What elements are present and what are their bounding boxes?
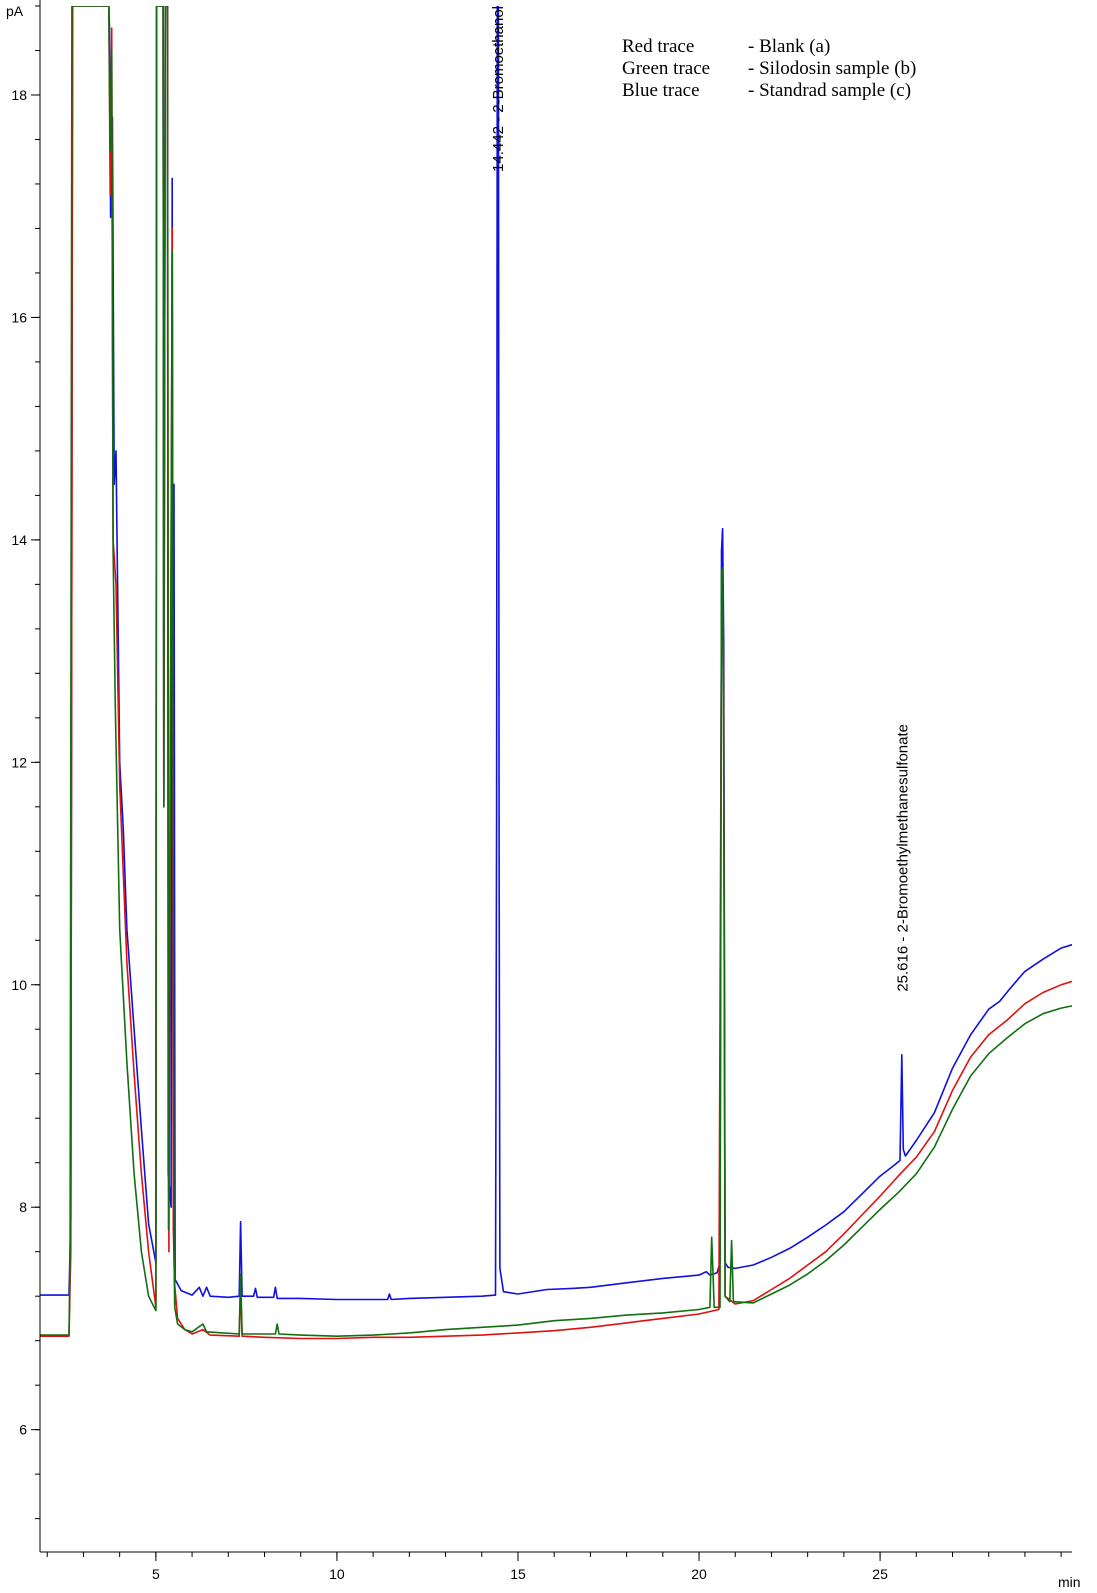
x-tick-label: 15: [510, 1566, 526, 1582]
legend-entry-name: Red trace: [622, 36, 694, 57]
y-unit-label: pA: [6, 3, 24, 19]
x-tick-label: 25: [872, 1566, 888, 1582]
legend-entry-desc: - Silodosin sample (b): [748, 58, 916, 79]
green-trace-line: [40, 6, 1073, 1337]
legend-entry-desc: - Blank (a): [748, 36, 830, 57]
y-tick-label: 6: [19, 1422, 27, 1438]
blue-trace-line: [40, 6, 1073, 1301]
y-tick-label: 16: [11, 309, 27, 325]
x-unit-label: min: [1058, 1574, 1081, 1590]
y-tick-label: 8: [19, 1199, 27, 1215]
x-tick-label: 5: [152, 1566, 160, 1582]
x-ticks: 5 10 15 20 25: [46, 1552, 1062, 1582]
y-ticks: 6 8 10 12 14 16 18: [11, 5, 40, 1520]
y-tick-label: 10: [11, 977, 27, 993]
x-tick-label: 20: [691, 1566, 707, 1582]
y-tick-label: 18: [11, 87, 27, 103]
legend-entry-name: Green trace: [622, 58, 710, 79]
peak-annotation-label: 14.442 - 2-Bromoethanol: [490, 6, 507, 172]
legend-entry-desc: - Standrad sample (c): [748, 80, 911, 101]
y-tick-label: 14: [11, 532, 27, 548]
legend: Red trace - Blank (a) Green trace - Silodos…: [622, 36, 916, 101]
legend-entry-name: Blue trace: [622, 80, 700, 101]
axes-group: 6 8 10 12 14 16 18 5 10 15 20 25 pA min: [6, 0, 1081, 1590]
x-tick-label: 10: [329, 1566, 345, 1582]
y-tick-label: 12: [11, 754, 27, 770]
peak-annotations: 14.442 - 2-Bromoethanol 25.616 - 2-Bromoe…: [490, 6, 912, 992]
traces-group: [40, 6, 1073, 1340]
red-trace-line: [40, 6, 1073, 1340]
peak-annotation-label: 25.616 - 2-Bromoethylmethanesulfonate: [894, 724, 911, 992]
